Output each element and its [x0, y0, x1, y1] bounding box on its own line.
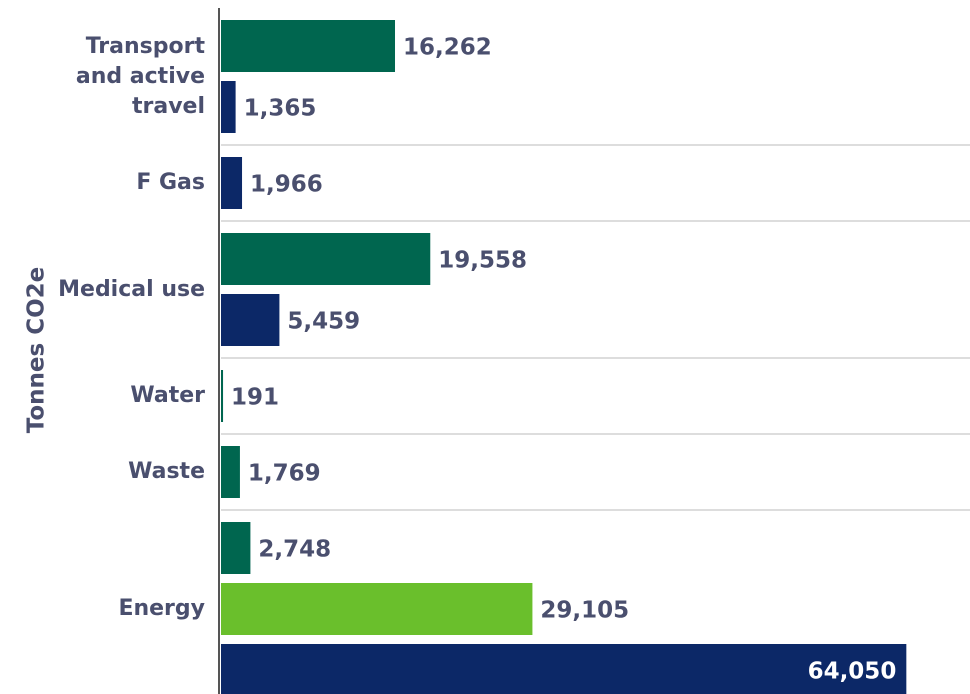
bar: [221, 370, 223, 422]
bar: [221, 446, 240, 498]
bar: [221, 81, 236, 133]
value-label: 2,748: [258, 537, 331, 563]
bar: [221, 20, 395, 72]
value-label: 1,966: [250, 172, 323, 198]
category-label: Energy: [40, 594, 205, 624]
category-label: Medical use: [40, 275, 205, 305]
category-label: F Gas: [40, 168, 205, 198]
category-label: Waste: [40, 457, 205, 487]
value-label: 191: [231, 385, 279, 411]
bar: [221, 522, 250, 574]
value-label: 1,769: [248, 461, 321, 487]
value-label: 16,262: [403, 35, 492, 61]
value-label: 19,558: [438, 248, 527, 274]
value-label: 1,365: [244, 96, 317, 122]
value-label: 64,050: [808, 659, 897, 685]
value-label: 29,105: [540, 598, 629, 624]
bar: [221, 583, 532, 635]
value-label: 5,459: [287, 309, 360, 335]
bar: [221, 233, 430, 285]
category-label: Water: [40, 381, 205, 411]
category-label: Transport and active travel: [40, 32, 205, 122]
chart: Tonnes CO2e 16,2621,3651,96619,5585,4591…: [0, 0, 970, 694]
bar: [221, 294, 279, 346]
bar: [221, 157, 242, 209]
bar: [221, 644, 906, 694]
